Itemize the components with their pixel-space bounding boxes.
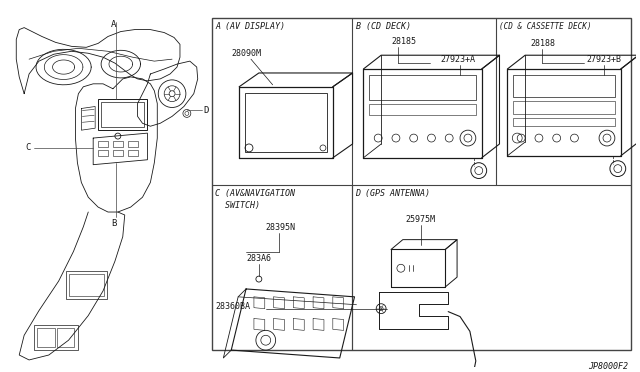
Bar: [98, 141, 108, 147]
Text: A: A: [111, 20, 116, 29]
Text: 27923+A: 27923+A: [440, 55, 476, 64]
Text: B (CD DECK): B (CD DECK): [355, 22, 410, 31]
Text: 28188: 28188: [530, 39, 555, 48]
Bar: [212, 18, 630, 350]
Bar: [68, 274, 104, 296]
Bar: [369, 103, 476, 115]
Bar: [128, 150, 138, 156]
Bar: [513, 75, 615, 97]
Text: JP8000F2: JP8000F2: [588, 362, 628, 371]
Bar: [34, 326, 78, 350]
Text: (CD & CASSETTE DECK): (CD & CASSETTE DECK): [499, 22, 592, 31]
Text: 27923+B: 27923+B: [586, 55, 621, 64]
Bar: [513, 118, 615, 126]
Text: A (AV DISPLAY): A (AV DISPLAY): [216, 22, 285, 31]
Text: 28360BA: 28360BA: [216, 302, 250, 311]
Bar: [128, 141, 138, 147]
Bar: [113, 141, 123, 147]
Text: C (AV&NAVIGATION: C (AV&NAVIGATION: [216, 189, 296, 198]
Text: 28395N: 28395N: [266, 223, 296, 232]
Text: SWITCH): SWITCH): [216, 201, 260, 210]
Text: 28090M: 28090M: [231, 49, 261, 58]
Bar: [113, 150, 123, 156]
Bar: [57, 328, 74, 347]
Text: C: C: [26, 144, 31, 153]
Text: 25975M: 25975M: [406, 215, 436, 224]
Bar: [245, 93, 327, 152]
Bar: [513, 100, 615, 115]
Bar: [98, 99, 147, 130]
Bar: [98, 150, 108, 156]
Bar: [101, 102, 145, 127]
Bar: [369, 75, 476, 100]
Bar: [65, 271, 107, 299]
Text: D: D: [204, 106, 209, 115]
Text: D (GPS ANTENNA): D (GPS ANTENNA): [355, 189, 431, 198]
Text: 28185: 28185: [391, 38, 416, 46]
Text: B: B: [111, 219, 116, 228]
Bar: [37, 328, 55, 347]
Text: 283A6: 283A6: [246, 254, 271, 263]
